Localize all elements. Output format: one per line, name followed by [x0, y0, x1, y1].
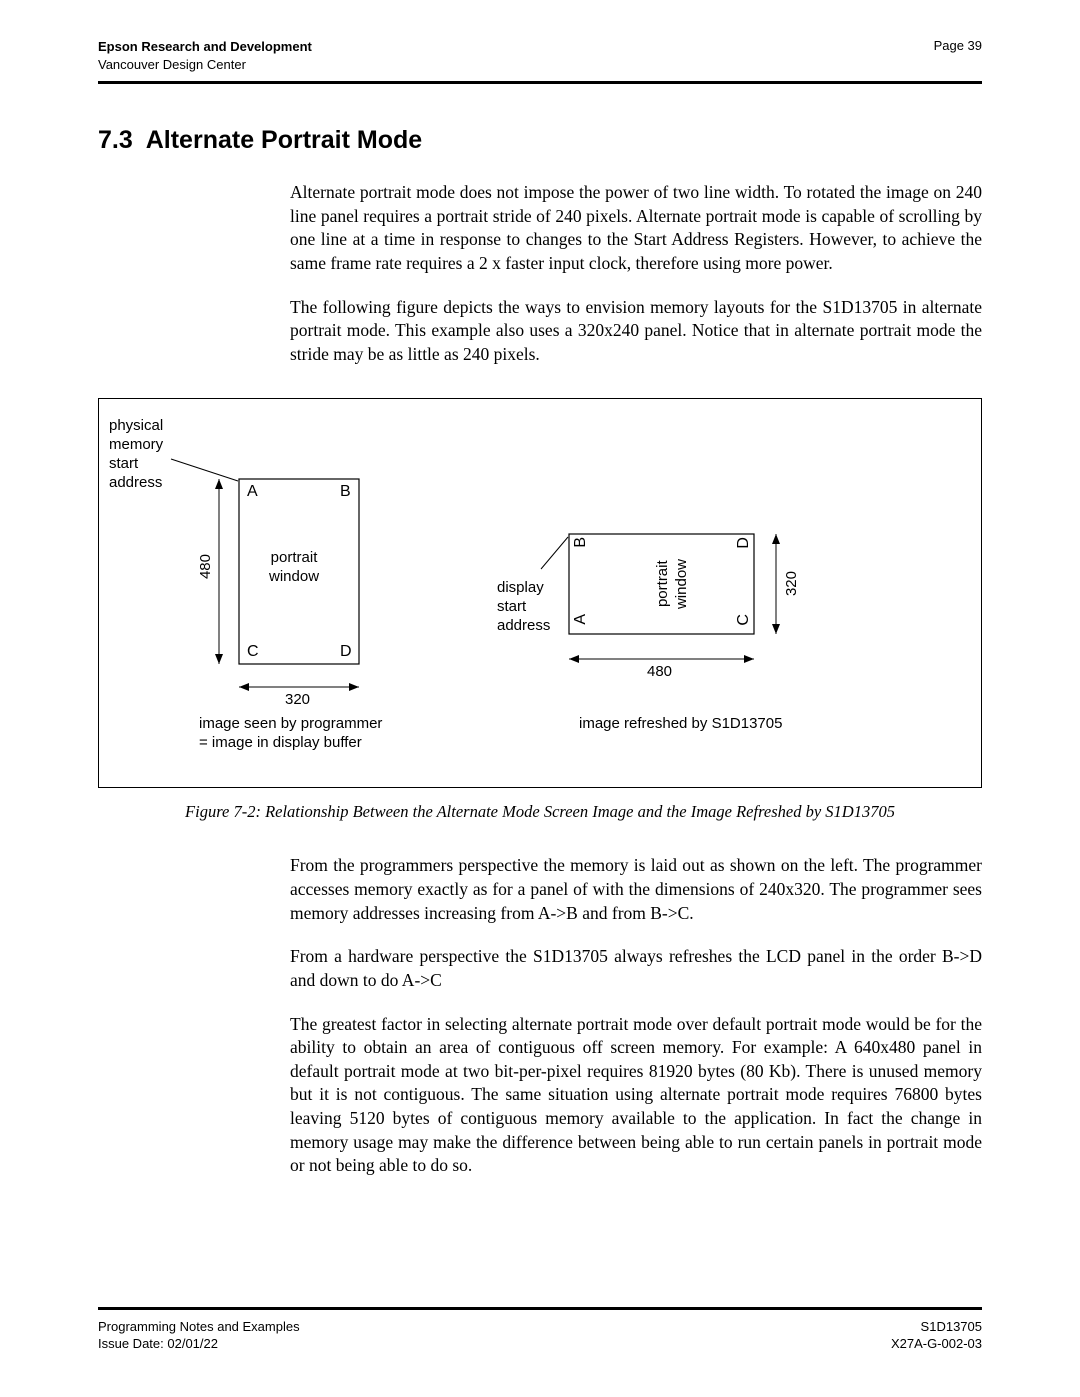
- footer-product: S1D13705: [891, 1318, 982, 1336]
- footer-left: Programming Notes and Examples Issue Dat…: [98, 1318, 300, 1353]
- footer-docnum: X27A-G-002-03: [891, 1335, 982, 1353]
- paragraph-2: The following figure depicts the ways to…: [290, 296, 982, 367]
- figure-caption: Figure 7-2: Relationship Between the Alt…: [98, 802, 982, 822]
- paragraph-1: Alternate portrait mode does not impose …: [290, 181, 982, 276]
- footer-doc-title: Programming Notes and Examples: [98, 1318, 300, 1336]
- paragraph-5: The greatest factor in selecting alterna…: [290, 1013, 982, 1178]
- page-header: Epson Research and Development Vancouver…: [98, 38, 982, 79]
- header-rule: [98, 81, 982, 84]
- display-start-label: display start address: [497, 579, 550, 635]
- figure-7-2: physical memory start address A B C D 48…: [98, 398, 982, 788]
- left-width-label: 320: [285, 691, 310, 710]
- right-corner-A: A: [572, 614, 590, 625]
- right-corner-D: D: [735, 537, 753, 549]
- right-caption: image refreshed by S1D13705: [579, 715, 782, 734]
- footer-issue: Issue Date: 02/01/22: [98, 1335, 300, 1353]
- paragraph-4: From a hardware perspective the S1D13705…: [290, 945, 982, 992]
- right-corner-B: B: [572, 537, 590, 548]
- header-page: Page 39: [934, 38, 982, 53]
- left-corner-C: C: [247, 643, 259, 661]
- right-height-label: 320: [783, 571, 802, 596]
- left-corner-A: A: [247, 483, 258, 501]
- left-diagram: [99, 399, 419, 729]
- left-caption-2: = image in display buffer: [199, 734, 382, 753]
- left-corner-D: D: [340, 643, 352, 661]
- page-footer: Programming Notes and Examples Issue Dat…: [98, 1305, 982, 1353]
- right-window-label: portrait window: [654, 559, 692, 609]
- left-height-label: 480: [197, 554, 216, 579]
- header-org: Epson Research and Development: [98, 38, 312, 56]
- header-dept: Vancouver Design Center: [98, 56, 312, 74]
- paragraph-3: From the programmers perspective the mem…: [290, 854, 982, 925]
- section-heading: 7.3 Alternate Portrait Mode: [98, 126, 982, 155]
- footer-rule: [98, 1307, 982, 1310]
- section-title-text: Alternate Portrait Mode: [146, 126, 422, 154]
- header-left: Epson Research and Development Vancouver…: [98, 38, 312, 73]
- left-window-label: portrait window: [269, 549, 319, 587]
- left-caption-1: image seen by programmer: [199, 715, 382, 734]
- section-number: 7.3: [98, 126, 133, 154]
- left-corner-B: B: [340, 483, 351, 501]
- footer-right: S1D13705 X27A-G-002-03: [891, 1318, 982, 1353]
- right-width-label: 480: [647, 663, 672, 682]
- right-corner-C: C: [735, 614, 753, 626]
